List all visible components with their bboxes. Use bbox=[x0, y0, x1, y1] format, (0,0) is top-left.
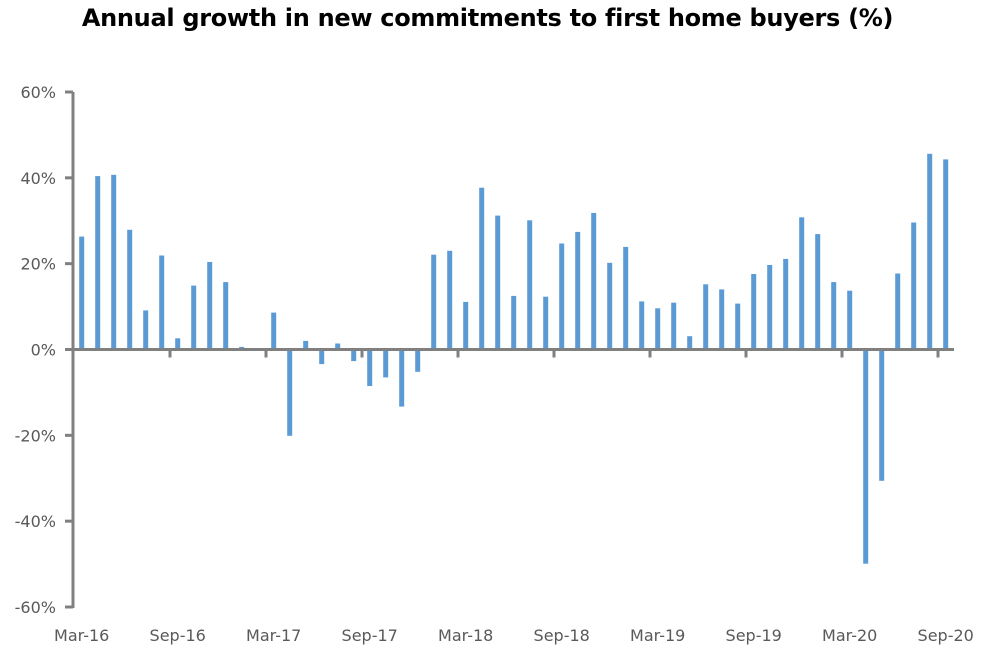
bar-jan-18 bbox=[431, 254, 437, 350]
bar-aug-17 bbox=[351, 349, 357, 362]
bar-nov-16 bbox=[207, 262, 213, 350]
x-tick-label: Mar-17 bbox=[246, 626, 301, 645]
x-tick-label: Sep-17 bbox=[342, 626, 398, 645]
bar-may-18 bbox=[495, 215, 501, 350]
y-tick-label: 60% bbox=[20, 83, 56, 102]
bar-sep-20 bbox=[943, 159, 949, 350]
bar-oct-19 bbox=[767, 265, 773, 350]
bar-jun-20 bbox=[895, 273, 901, 350]
x-tick-label: Sep-18 bbox=[534, 626, 590, 645]
bars-group bbox=[79, 153, 949, 564]
bar-apr-20 bbox=[863, 349, 869, 564]
bar-jul-19 bbox=[719, 289, 725, 350]
bar-mar-19 bbox=[655, 308, 661, 350]
chart-title: Annual growth in new commitments to firs… bbox=[81, 4, 894, 32]
bar-feb-20 bbox=[831, 282, 837, 350]
y-tick-label: 0% bbox=[31, 341, 56, 360]
bar-mar-18 bbox=[463, 301, 469, 350]
bar-jun-17 bbox=[319, 349, 325, 365]
x-tick-label: Mar-18 bbox=[438, 626, 493, 645]
bar-feb-19 bbox=[639, 301, 645, 350]
bar-nov-19 bbox=[783, 258, 789, 350]
x-tick-label: Sep-16 bbox=[150, 626, 206, 645]
bar-mar-16 bbox=[79, 236, 85, 350]
x-tick-label: Sep-19 bbox=[726, 626, 782, 645]
bar-jun-19 bbox=[703, 284, 709, 350]
x-tick-label: Mar-16 bbox=[54, 626, 109, 645]
y-tick-label: 20% bbox=[20, 255, 56, 274]
y-tick-label: -40% bbox=[15, 512, 56, 531]
bar-may-19 bbox=[687, 336, 693, 350]
bar-sep-18 bbox=[559, 243, 565, 350]
bar-aug-18 bbox=[543, 296, 549, 350]
bar-nov-17 bbox=[399, 349, 405, 407]
bar-dec-17 bbox=[415, 349, 421, 372]
x-axis-ticks: Mar-16 Sep-16 Mar-17 Sep-17 Mar-18 Sep-18 Mar-… bbox=[54, 349, 974, 645]
x-tick-label: Sep-20 bbox=[918, 626, 974, 645]
bar-oct-18 bbox=[575, 231, 581, 350]
bar-mar-20 bbox=[847, 290, 853, 350]
bar-mar-17 bbox=[271, 312, 277, 350]
bar-aug-19 bbox=[735, 303, 741, 350]
bar-apr-18 bbox=[479, 187, 485, 350]
bar-apr-17 bbox=[287, 349, 293, 436]
bar-may-20 bbox=[879, 349, 885, 481]
bar-nov-18 bbox=[591, 213, 597, 350]
bar-jul-18 bbox=[527, 220, 533, 350]
bar-jul-16 bbox=[143, 310, 149, 350]
x-tick-label: Mar-20 bbox=[822, 626, 877, 645]
bar-jun-16 bbox=[127, 229, 133, 350]
y-tick-label: 40% bbox=[20, 169, 56, 188]
bar-aug-20 bbox=[927, 153, 933, 350]
bar-jan-20 bbox=[815, 234, 821, 350]
bar-sep-17 bbox=[367, 349, 373, 386]
bar-dec-19 bbox=[799, 217, 805, 350]
bar-apr-16 bbox=[95, 176, 101, 350]
y-tick-label: -20% bbox=[15, 426, 56, 445]
bar-dec-18 bbox=[607, 262, 613, 350]
bar-oct-17 bbox=[383, 349, 389, 378]
bar-dec-16 bbox=[223, 282, 229, 350]
bar-apr-19 bbox=[671, 302, 677, 350]
bar-jan-19 bbox=[623, 246, 629, 350]
axes-group bbox=[65, 92, 954, 608]
bar-sep-16 bbox=[175, 338, 181, 350]
x-tick-label: Mar-19 bbox=[630, 626, 685, 645]
bar-may-17 bbox=[303, 340, 309, 350]
y-tick-label: -60% bbox=[15, 598, 56, 617]
bar-jun-18 bbox=[511, 295, 517, 350]
bar-may-16 bbox=[111, 174, 117, 350]
bar-jul-17 bbox=[335, 343, 341, 350]
bar-feb-18 bbox=[447, 250, 453, 350]
y-axis-ticks: 60% 40% 20% 0% -20% -40% -60% bbox=[15, 83, 73, 617]
bar-oct-16 bbox=[191, 285, 197, 350]
bar-jul-20 bbox=[911, 222, 917, 350]
bar-sep-19 bbox=[751, 274, 757, 350]
bar-aug-16 bbox=[159, 255, 165, 350]
